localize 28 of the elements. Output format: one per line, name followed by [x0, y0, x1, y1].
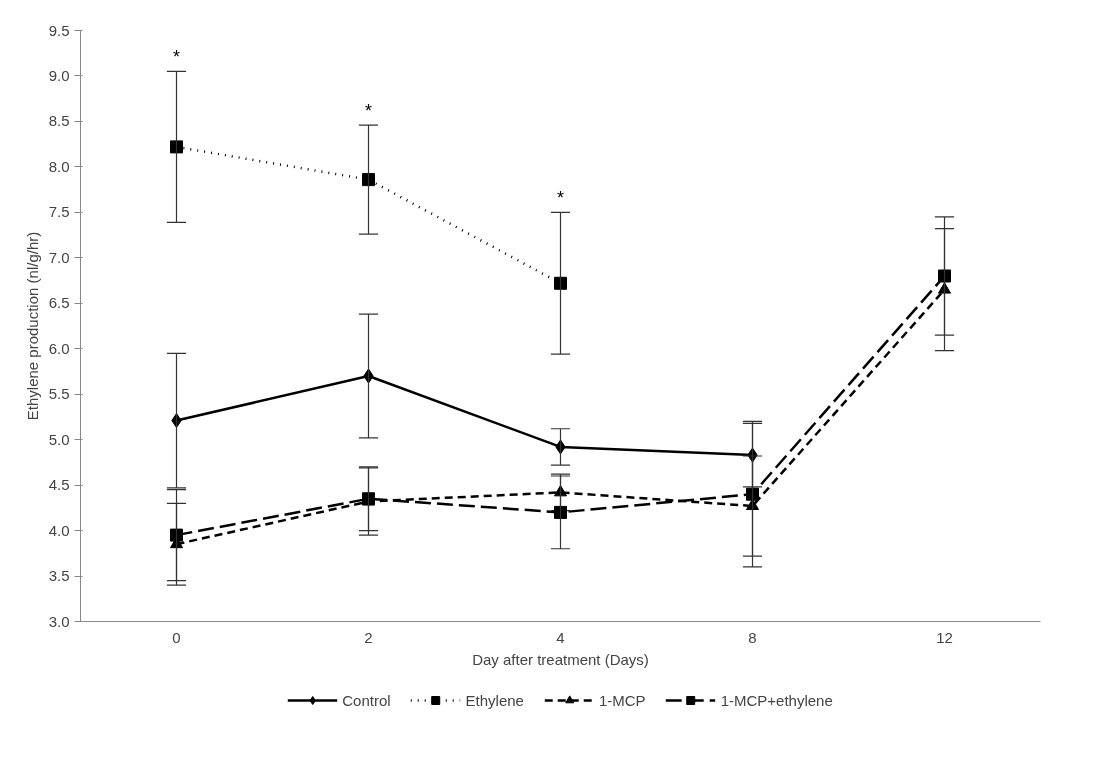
- y-tick-label: 9.5: [48, 21, 70, 39]
- x-tick-label: 0: [172, 628, 181, 646]
- y-tick-label: 7.0: [48, 248, 70, 266]
- x-tick-label: 4: [556, 628, 565, 646]
- x-tick-label: 2: [364, 628, 373, 646]
- y-tick-label: 4.0: [48, 521, 70, 539]
- y-tick-label: 5.5: [48, 385, 70, 403]
- y-axis-title: Ethylene production (nl/g/hr): [23, 231, 41, 421]
- y-tick-label: 8.0: [48, 157, 70, 175]
- annotation: *: [173, 47, 181, 68]
- x-axis-title: Day after treatment (Days): [472, 650, 649, 668]
- legend-label: 1-MCP: [598, 691, 646, 709]
- y-tick-label: 6.5: [48, 294, 70, 312]
- y-tick-label: 6.0: [48, 339, 70, 357]
- y-tick-label: 5.0: [48, 430, 70, 448]
- legend-label: Ethylene: [465, 691, 524, 709]
- annotation: *: [365, 101, 373, 122]
- x-tick-label: 8: [748, 628, 757, 646]
- legend-label: Control: [342, 691, 391, 709]
- y-tick-label: 8.5: [48, 112, 70, 130]
- y-tick-label: 4.5: [48, 476, 70, 494]
- annotation: *: [557, 188, 565, 209]
- x-tick-label: 12: [936, 628, 953, 646]
- y-tick-label: 3.5: [48, 567, 70, 585]
- legend-label: 1-MCP+ethylene: [720, 691, 833, 709]
- y-tick-label: 7.5: [48, 203, 70, 221]
- y-tick-label: 3.0: [48, 612, 70, 630]
- y-tick-label: 9.0: [48, 66, 70, 84]
